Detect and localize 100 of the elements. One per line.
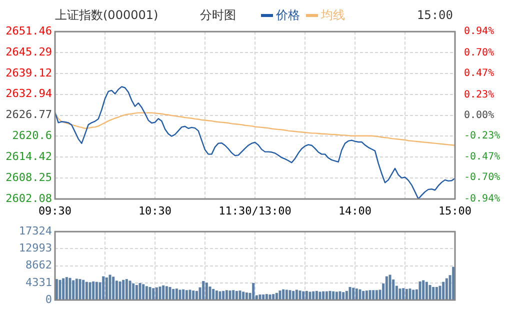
bar bbox=[158, 286, 162, 300]
y-tick-label: 2602.08 bbox=[6, 192, 52, 205]
bar bbox=[245, 292, 248, 300]
bar bbox=[305, 290, 308, 300]
bar bbox=[118, 281, 122, 300]
legend-label: 均线 bbox=[321, 8, 345, 22]
y2-tick-label: 0.00% bbox=[464, 110, 494, 121]
bar bbox=[388, 274, 392, 300]
y2-tick-label: -0.23% bbox=[464, 130, 500, 142]
bar bbox=[162, 285, 165, 300]
bar bbox=[128, 280, 132, 300]
bar bbox=[105, 277, 108, 300]
bar bbox=[112, 276, 115, 300]
bar bbox=[72, 280, 75, 300]
y-tick-label: 0 bbox=[45, 292, 52, 306]
bar bbox=[342, 292, 345, 300]
bar bbox=[142, 284, 145, 300]
y2-tick-label: 0.94% bbox=[464, 26, 494, 38]
bar bbox=[405, 288, 408, 300]
bar bbox=[418, 281, 422, 300]
x-tick-label: 14:00 bbox=[338, 204, 372, 218]
chart-subtitle: 分时图 bbox=[200, 8, 236, 22]
y2-tick-label: -0.70% bbox=[464, 172, 500, 184]
bar bbox=[322, 291, 325, 300]
bar bbox=[288, 290, 292, 300]
bar bbox=[168, 286, 172, 300]
bar bbox=[325, 291, 328, 300]
bar bbox=[425, 282, 428, 300]
bar bbox=[188, 290, 192, 300]
bar bbox=[272, 294, 275, 300]
bar bbox=[338, 291, 342, 300]
bar bbox=[312, 291, 315, 300]
bar bbox=[212, 288, 215, 300]
x-tick-label: 15:00 bbox=[438, 204, 472, 218]
bar bbox=[282, 289, 285, 300]
bar bbox=[195, 290, 198, 300]
bar bbox=[262, 294, 265, 300]
bar bbox=[178, 290, 182, 300]
x-tick-label: 09:30 bbox=[38, 204, 72, 218]
bar bbox=[172, 288, 175, 300]
bar bbox=[58, 280, 62, 300]
bar bbox=[192, 290, 195, 300]
bar bbox=[205, 282, 208, 300]
bar bbox=[82, 280, 85, 300]
y2-tick-label: -0.94% bbox=[464, 194, 500, 205]
bar bbox=[308, 292, 312, 300]
bar bbox=[242, 292, 245, 300]
y-tick-label: 2632.94 bbox=[6, 87, 52, 100]
bar bbox=[208, 286, 212, 300]
x-tick-label: 11:30/13:00 bbox=[218, 204, 292, 218]
bar bbox=[348, 286, 352, 300]
text: 15:00 bbox=[416, 8, 453, 22]
bar bbox=[232, 290, 235, 300]
y2-tick-label: 0.47% bbox=[464, 68, 494, 80]
bar bbox=[102, 276, 105, 300]
bar bbox=[155, 287, 158, 300]
bar bbox=[315, 290, 318, 300]
bar bbox=[152, 288, 155, 300]
bar bbox=[402, 288, 405, 300]
bar bbox=[62, 278, 65, 300]
y-tick-label: 2645.29 bbox=[6, 45, 52, 58]
bar bbox=[225, 290, 228, 300]
bar bbox=[238, 290, 242, 300]
bar bbox=[222, 290, 225, 300]
bar bbox=[202, 281, 205, 300]
bar bbox=[75, 278, 78, 300]
bar bbox=[432, 286, 435, 300]
bar bbox=[145, 286, 148, 300]
bar bbox=[125, 279, 128, 300]
bar bbox=[428, 284, 432, 300]
bar bbox=[278, 290, 282, 300]
bar bbox=[365, 290, 368, 300]
y-tick-label: 2620.6 bbox=[12, 129, 52, 142]
bar bbox=[295, 290, 298, 300]
y2-tick-label: 0.23% bbox=[464, 89, 494, 100]
bar bbox=[218, 291, 222, 300]
bar bbox=[78, 279, 82, 300]
bar bbox=[85, 282, 88, 300]
bar bbox=[298, 290, 302, 300]
bar bbox=[345, 290, 348, 300]
bar bbox=[108, 274, 112, 300]
bar bbox=[182, 289, 185, 300]
bar bbox=[408, 288, 412, 300]
bar bbox=[368, 290, 372, 300]
bar bbox=[412, 290, 415, 300]
bar bbox=[252, 283, 255, 300]
y-tick-label: 4331 bbox=[26, 276, 52, 289]
bar bbox=[235, 290, 238, 300]
bar bbox=[258, 294, 262, 300]
bar bbox=[95, 282, 98, 300]
bar bbox=[185, 290, 188, 300]
y-tick-label: 2608.25 bbox=[6, 170, 52, 184]
y-tick-label: 12993 bbox=[18, 242, 52, 255]
bar bbox=[332, 291, 335, 300]
bar bbox=[265, 294, 268, 300]
bar bbox=[385, 276, 388, 300]
bar bbox=[438, 286, 442, 300]
bar bbox=[148, 286, 152, 300]
bar bbox=[292, 290, 295, 300]
y-tick-label: 2651.46 bbox=[6, 24, 52, 38]
